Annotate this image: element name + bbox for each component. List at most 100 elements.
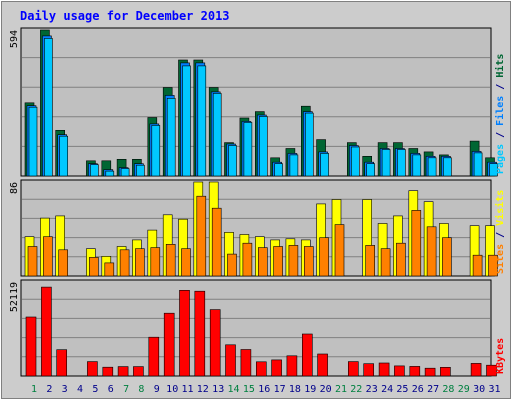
bar-sites-day-1 bbox=[27, 246, 38, 277]
bar-sites-day-31 bbox=[488, 254, 498, 277]
chart-title: Daily usage for December 2013 bbox=[20, 9, 230, 23]
bar-kbytes-day-9 bbox=[148, 336, 160, 377]
bar-sites-day-26 bbox=[411, 210, 422, 277]
bar-pages-day-11 bbox=[182, 65, 191, 177]
bar-kbytes-day-5 bbox=[87, 361, 98, 377]
day-label-13: 13 bbox=[212, 384, 224, 395]
bar-pages-day-3 bbox=[59, 135, 69, 177]
bar-kbytes-day-30 bbox=[470, 363, 482, 377]
bar-sites-day-5 bbox=[89, 257, 99, 277]
bar-sites-day-21 bbox=[334, 224, 345, 277]
bar-kbytes-day-13 bbox=[209, 309, 221, 377]
bar-sites-day-11 bbox=[181, 248, 191, 277]
bar-kbytes-day-18 bbox=[286, 355, 298, 377]
bar-sites-day-28 bbox=[442, 237, 452, 277]
bar-kbytes-day-12 bbox=[194, 290, 206, 377]
day-label-18: 18 bbox=[289, 384, 301, 395]
bar-kbytes-day-8 bbox=[133, 366, 144, 377]
bar-sites-day-30 bbox=[472, 254, 483, 277]
bar-kbytes-day-17 bbox=[271, 359, 282, 377]
bar-sites-day-20 bbox=[319, 237, 329, 277]
bar-kbytes-day-14 bbox=[225, 344, 236, 377]
bar-sites-day-15 bbox=[242, 242, 253, 277]
day-label-15: 15 bbox=[243, 384, 255, 395]
bar-pages-day-15 bbox=[243, 122, 253, 177]
day-label-23: 23 bbox=[366, 384, 378, 395]
day-label-7: 7 bbox=[123, 384, 129, 395]
day-label-8: 8 bbox=[138, 384, 144, 395]
bar-sites-day-8 bbox=[135, 248, 145, 277]
bar-kbytes-day-15 bbox=[240, 349, 252, 377]
bar-sites-day-27 bbox=[426, 226, 437, 277]
bar-pages-day-24 bbox=[381, 149, 391, 177]
bar-pages-day-23 bbox=[366, 163, 376, 177]
bar-sites-day-17 bbox=[273, 246, 283, 277]
day-label-12: 12 bbox=[197, 384, 209, 395]
top-series-label: Pages / Files / Hits bbox=[494, 54, 506, 174]
top-series-label-part: Files bbox=[494, 96, 506, 126]
bar-kbytes-day-25 bbox=[394, 365, 405, 377]
bar-pages-day-6 bbox=[105, 170, 115, 177]
bar-kbytes-day-2 bbox=[41, 286, 52, 377]
top-series-label-part: Pages bbox=[495, 144, 506, 174]
bar-pages-day-16 bbox=[258, 116, 268, 177]
bar-kbytes-day-1 bbox=[25, 316, 37, 377]
day-label-5: 5 bbox=[92, 384, 98, 395]
day-label-27: 27 bbox=[427, 384, 439, 395]
day-label-24: 24 bbox=[381, 384, 393, 395]
bar-kbytes-day-31 bbox=[486, 364, 497, 377]
bar-kbytes-day-26 bbox=[409, 366, 421, 377]
bar-sites-day-3 bbox=[58, 249, 69, 277]
bar-sites-day-2 bbox=[43, 236, 53, 277]
bar-kbytes-day-10 bbox=[163, 312, 175, 377]
day-label-9: 9 bbox=[154, 384, 160, 395]
middle-series-label-part: / bbox=[495, 226, 506, 244]
day-label-11: 11 bbox=[181, 384, 193, 395]
bar-sites-day-7 bbox=[119, 249, 130, 277]
day-label-17: 17 bbox=[274, 384, 286, 395]
day-label-1: 1 bbox=[31, 384, 37, 395]
bar-sites-day-9 bbox=[150, 247, 161, 277]
bar-pages-day-19 bbox=[304, 112, 314, 177]
day-label-2: 2 bbox=[46, 384, 52, 395]
day-label-28: 28 bbox=[442, 384, 454, 395]
bottom-series-label-part: KBytes bbox=[495, 338, 506, 374]
top-series-label-part: / bbox=[495, 126, 506, 144]
bar-pages-day-26 bbox=[412, 154, 422, 177]
top-series-label-part: Hits bbox=[494, 54, 506, 78]
day-label-19: 19 bbox=[304, 384, 316, 395]
bar-pages-day-25 bbox=[397, 149, 406, 177]
day-label-14: 14 bbox=[227, 384, 239, 395]
day-label-29: 29 bbox=[458, 384, 470, 395]
bar-kbytes-day-7 bbox=[117, 366, 129, 377]
bar-kbytes-day-3 bbox=[56, 349, 68, 377]
bar-sites-day-18 bbox=[288, 245, 299, 277]
bar-sites-day-24 bbox=[380, 248, 391, 277]
bars bbox=[24, 29, 498, 377]
day-label-10: 10 bbox=[166, 384, 178, 395]
bar-pages-day-10 bbox=[166, 98, 176, 177]
bar-sites-day-23 bbox=[365, 245, 376, 277]
bar-pages-day-31 bbox=[489, 163, 498, 177]
day-label-3: 3 bbox=[62, 384, 68, 395]
bar-pages-day-14 bbox=[228, 145, 237, 177]
bar-pages-day-9 bbox=[151, 125, 161, 177]
bar-kbytes-day-23 bbox=[363, 363, 375, 377]
middle-max-label: 86 bbox=[9, 182, 20, 194]
bar-pages-day-17 bbox=[274, 163, 283, 177]
bar-kbytes-day-28 bbox=[440, 366, 451, 377]
day-label-22: 22 bbox=[350, 384, 362, 395]
middle-series-label: Sites / Visits bbox=[494, 190, 506, 274]
bar-pages-day-13 bbox=[212, 93, 222, 177]
bar-pages-day-22 bbox=[350, 146, 360, 177]
bar-sites-day-6 bbox=[104, 262, 115, 277]
bar-pages-day-20 bbox=[320, 153, 329, 177]
bar-sites-day-19 bbox=[303, 246, 314, 277]
bottom-series-label: KBytes bbox=[495, 338, 506, 374]
bar-pages-day-7 bbox=[120, 168, 130, 177]
bar-sites-day-13 bbox=[211, 207, 222, 277]
bar-kbytes-day-20 bbox=[317, 353, 328, 377]
